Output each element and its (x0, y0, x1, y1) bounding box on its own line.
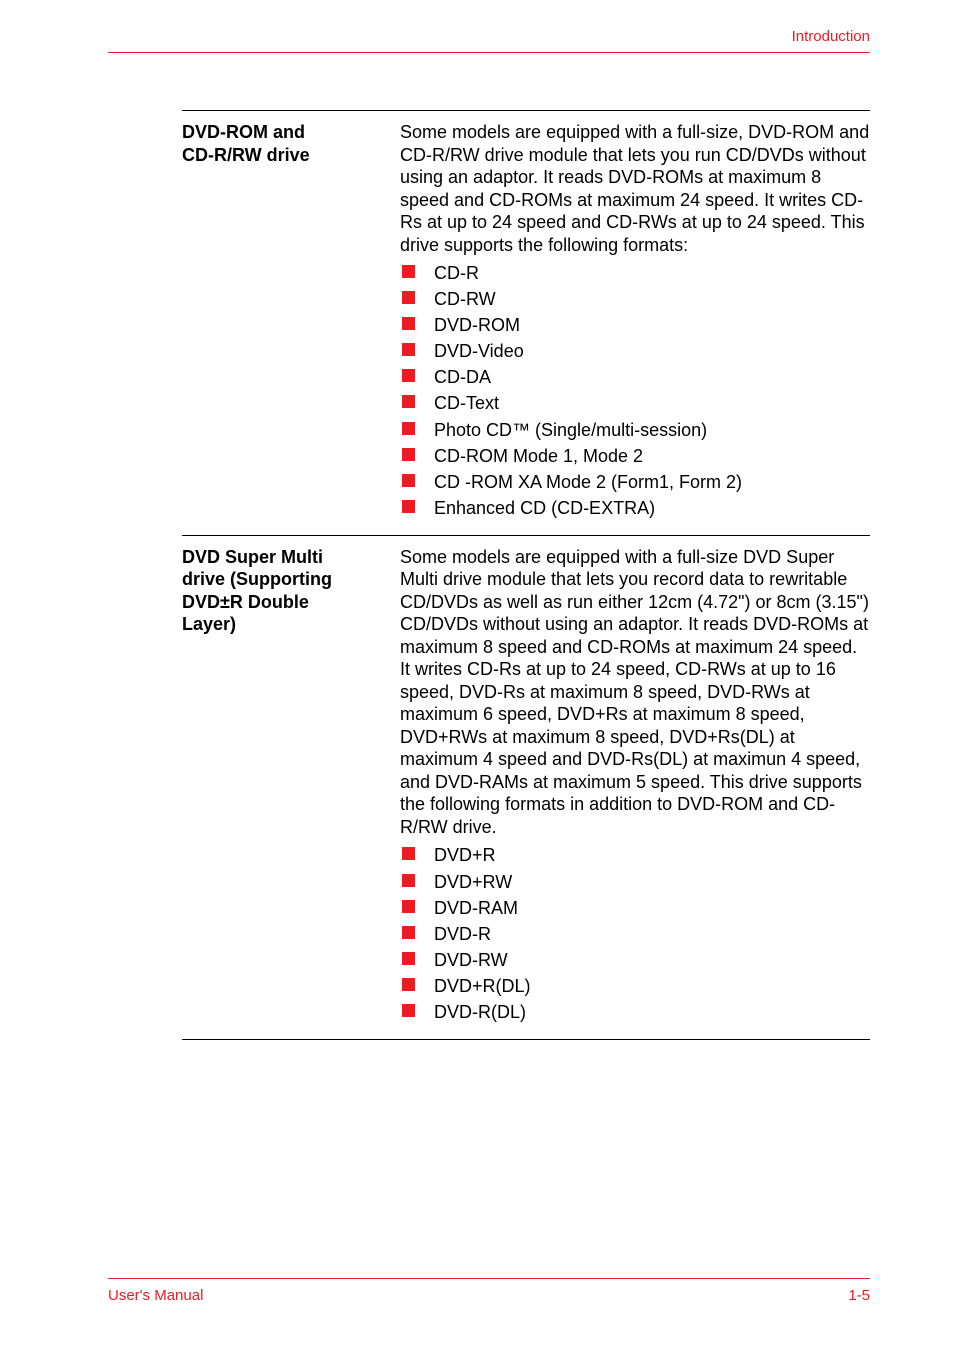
list-item: DVD-ROM (400, 312, 870, 338)
label-line: drive (Supporting (182, 569, 332, 589)
list-item: DVD+RW (400, 869, 870, 895)
bullet-icon (402, 474, 415, 487)
item-text: CD-ROM Mode 1, Mode 2 (434, 446, 643, 466)
row-body: Some models are equipped with a full-siz… (400, 536, 870, 1039)
item-text: Enhanced CD (CD-EXTRA) (434, 498, 655, 518)
list-item: Photo CD™ (Single/multi-session) (400, 417, 870, 443)
item-text: DVD-RAM (434, 898, 518, 918)
list-item: CD-R (400, 260, 870, 286)
bullet-icon (402, 847, 415, 860)
bullet-icon (402, 422, 415, 435)
item-text: DVD+R(DL) (434, 976, 531, 996)
item-text: CD-RW (434, 289, 496, 309)
list-item: Enhanced CD (CD-EXTRA) (400, 495, 870, 521)
footer: User's Manual 1-5 (108, 1278, 870, 1304)
item-text: CD-Text (434, 393, 499, 413)
item-text: Photo CD™ (Single/multi-session) (434, 420, 707, 440)
item-text: DVD+RW (434, 872, 512, 892)
header-rule (108, 52, 870, 53)
footer-left: User's Manual (108, 1287, 203, 1304)
label-line: Layer) (182, 614, 236, 634)
list-item: DVD-R (400, 921, 870, 947)
item-text: DVD-RW (434, 950, 508, 970)
item-text: CD-DA (434, 367, 491, 387)
list-item: CD-RW (400, 286, 870, 312)
bullet-icon (402, 291, 415, 304)
bullet-icon (402, 500, 415, 513)
list-item: CD-DA (400, 364, 870, 390)
row-label: DVD-ROM and CD-R/RW drive (182, 111, 400, 535)
list-item: CD -ROM XA Mode 2 (Form1, Form 2) (400, 469, 870, 495)
bullet-icon (402, 1004, 415, 1017)
list-item: DVD+R(DL) (400, 973, 870, 999)
list-item: DVD-RAM (400, 895, 870, 921)
bullet-icon (402, 874, 415, 887)
item-text: DVD-R (434, 924, 491, 944)
content-table: DVD-ROM and CD-R/RW drive Some models ar… (182, 110, 870, 1040)
bullet-icon (402, 978, 415, 991)
list-item: DVD-R(DL) (400, 999, 870, 1025)
item-text: CD-R (434, 263, 479, 283)
bullet-icon (402, 265, 415, 278)
label-line: DVD±R Double (182, 592, 309, 612)
item-text: DVD-ROM (434, 315, 520, 335)
bullet-icon (402, 369, 415, 382)
list-item: CD-ROM Mode 1, Mode 2 (400, 443, 870, 469)
label-line: DVD-ROM and (182, 122, 305, 142)
bullet-icon (402, 952, 415, 965)
bullet-icon (402, 926, 415, 939)
bullet-icon (402, 343, 415, 356)
row-description: Some models are equipped with a full-siz… (400, 546, 870, 839)
item-text: DVD-R(DL) (434, 1002, 526, 1022)
list-item: CD-Text (400, 390, 870, 416)
label-line: DVD Super Multi (182, 547, 323, 567)
footer-rule (108, 1278, 870, 1279)
item-text: DVD-Video (434, 341, 524, 361)
footer-row: User's Manual 1-5 (108, 1287, 870, 1304)
list-item: DVD+R (400, 842, 870, 868)
page: Introduction DVD-ROM and CD-R/RW drive S… (0, 0, 954, 1352)
list-item: DVD-Video (400, 338, 870, 364)
item-text: CD -ROM XA Mode 2 (Form1, Form 2) (434, 472, 742, 492)
label-line: CD-R/RW drive (182, 145, 310, 165)
bullet-icon (402, 900, 415, 913)
bullet-icon (402, 448, 415, 461)
bullet-icon (402, 395, 415, 408)
row-label: DVD Super Multi drive (Supporting DVD±R … (182, 536, 400, 1039)
footer-right: 1-5 (848, 1287, 870, 1304)
table-row: DVD-ROM and CD-R/RW drive Some models ar… (182, 110, 870, 535)
bullet-icon (402, 317, 415, 330)
header-section: Introduction (792, 28, 870, 45)
row-body: Some models are equipped with a full-siz… (400, 111, 870, 535)
format-list: CD-R CD-RW DVD-ROM DVD-Video CD-DA CD-Te… (400, 260, 870, 521)
table-row: DVD Super Multi drive (Supporting DVD±R … (182, 535, 870, 1040)
item-text: DVD+R (434, 845, 496, 865)
format-list: DVD+R DVD+RW DVD-RAM DVD-R DVD-RW DVD+R(… (400, 842, 870, 1025)
row-description: Some models are equipped with a full-siz… (400, 121, 870, 256)
list-item: DVD-RW (400, 947, 870, 973)
